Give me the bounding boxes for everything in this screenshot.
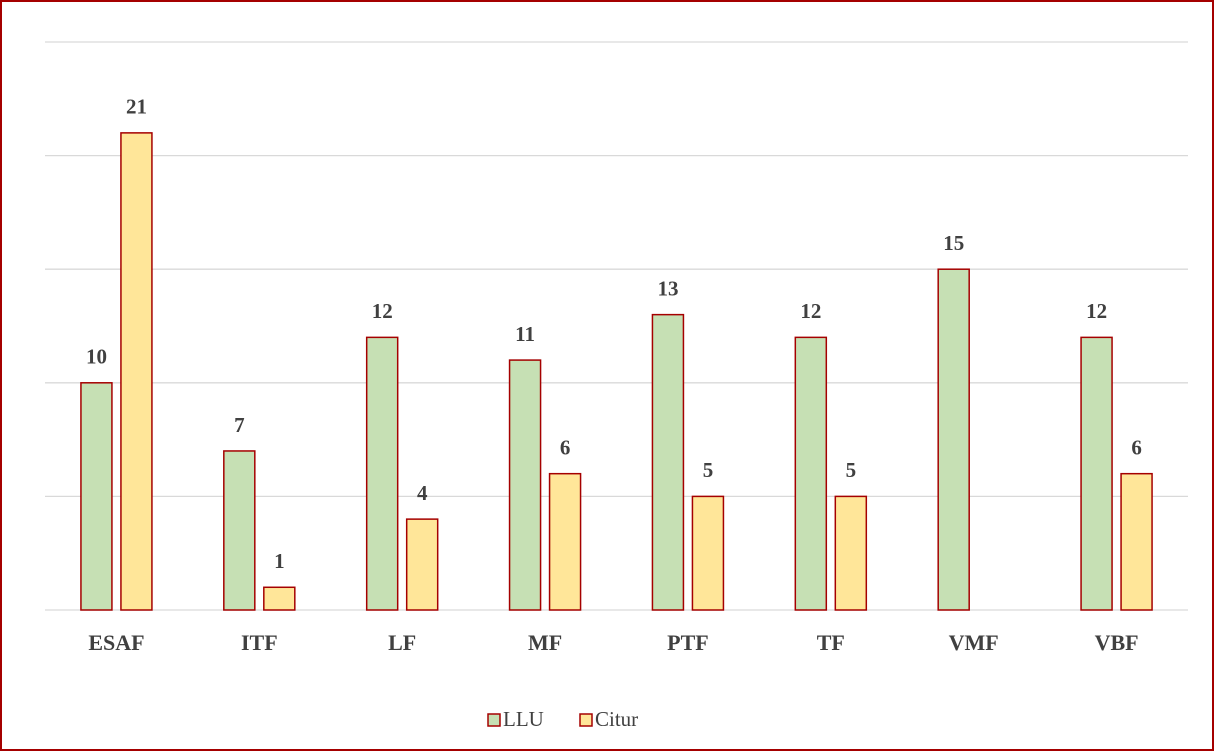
data-label: 21 (126, 95, 147, 119)
bar (834, 495, 868, 611)
bar (1120, 472, 1153, 611)
data-label: 12 (372, 299, 393, 323)
bar (120, 132, 153, 611)
x-tick-label: TF (817, 630, 845, 655)
data-label: 13 (657, 276, 678, 300)
bar (651, 313, 685, 611)
data-label: 10 (86, 345, 107, 369)
bar (80, 382, 113, 611)
x-tick-label: MF (528, 630, 562, 655)
x-tick-label: VMF (949, 630, 999, 655)
data-label: 12 (1086, 299, 1107, 323)
data-label: 4 (417, 481, 428, 505)
bar (691, 495, 725, 611)
x-tick-label: ITF (241, 630, 278, 655)
bar (937, 268, 970, 611)
legend-label: LLU (503, 707, 544, 731)
data-label: 5 (846, 458, 857, 482)
data-label: 6 (1131, 435, 1142, 459)
x-tick-label: PTF (667, 630, 709, 655)
bar (365, 336, 399, 611)
bar (223, 450, 256, 611)
bar (263, 586, 296, 611)
legend-swatch (487, 713, 501, 727)
x-tick-label: VBF (1095, 630, 1139, 655)
data-label: 7 (234, 413, 245, 437)
bar (1080, 336, 1113, 611)
x-tick-label: ESAF (88, 630, 144, 655)
bar (508, 359, 542, 611)
data-label: 6 (560, 435, 571, 459)
data-label: 5 (703, 458, 714, 482)
data-label: 11 (515, 322, 535, 346)
x-tick-label: LF (388, 630, 416, 655)
data-label: 15 (943, 231, 964, 255)
data-label: 1 (274, 549, 285, 573)
data-label: 12 (800, 299, 821, 323)
bar (405, 518, 439, 611)
legend-swatch (579, 713, 593, 727)
bar (794, 336, 828, 611)
bar (548, 472, 582, 611)
legend-label: Citur (595, 707, 638, 731)
